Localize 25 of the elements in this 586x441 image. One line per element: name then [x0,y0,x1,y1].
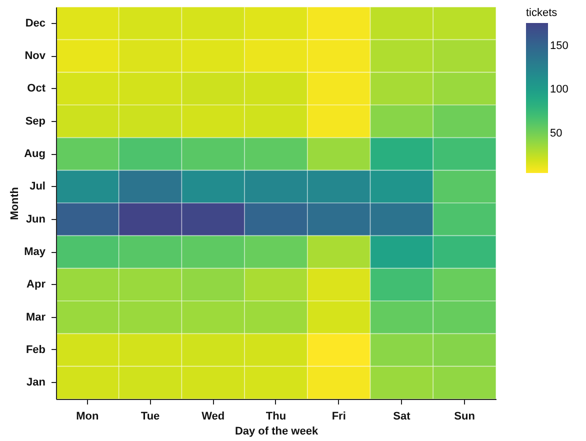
x-tick-label: Thu [266,410,286,422]
y-tick-label: Nov [24,50,46,62]
x-tick-label: Fri [332,410,346,422]
color-bar-label: 50 [550,128,562,140]
x-tick-label: Wed [202,410,225,422]
x-tick-label: Sun [454,410,476,422]
x-tick-label: Sat [393,410,411,422]
color-bar-label: 150 [550,40,568,52]
x-tick-label: Mon [76,410,100,422]
x-axis-title: Day of the week [234,426,319,438]
y-tick-label: Mar [26,311,46,324]
color-bar-label: 100 [550,84,568,96]
y-tick-label: Feb [26,344,46,356]
legend-title: tickets [526,7,558,19]
y-tick-label: Aug [24,148,46,160]
y-axis-title: Month [9,186,22,220]
y-tick-label: Dec [25,17,46,30]
y-tick-label: Apr [26,278,46,291]
y-tick-label: Jul [30,180,46,193]
x-tick-label: Tue [140,410,160,422]
y-tick-label: Jan [26,376,46,389]
y-tick-label: Sep [25,115,46,128]
y-tick-label: May [24,246,46,258]
y-tick-label: Jun [26,213,46,226]
y-tick-label: Oct [27,82,46,95]
